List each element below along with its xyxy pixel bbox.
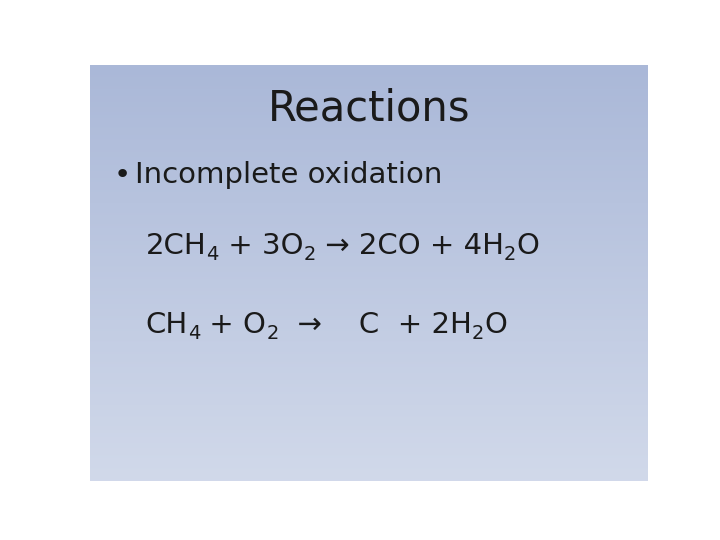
- Text: O: O: [484, 310, 507, 339]
- Text: Reactions: Reactions: [268, 87, 470, 130]
- Text: CH: CH: [145, 310, 188, 339]
- Text: + O: + O: [200, 310, 266, 339]
- Text: 2: 2: [303, 245, 316, 264]
- Text: 4: 4: [188, 325, 200, 343]
- Text: 2: 2: [266, 325, 279, 343]
- Text: 2: 2: [504, 245, 516, 264]
- Text: 2CH: 2CH: [145, 232, 207, 260]
- Text: O: O: [516, 232, 539, 260]
- Text: → 2CO + 4H: → 2CO + 4H: [316, 232, 504, 260]
- Text: •: •: [114, 161, 131, 189]
- Text: 2: 2: [472, 325, 484, 343]
- Text: Incomplete oxidation: Incomplete oxidation: [135, 161, 442, 189]
- Text: 4: 4: [207, 245, 219, 264]
- Text: →    C  + 2H: → C + 2H: [279, 310, 472, 339]
- Text: + 3O: + 3O: [219, 232, 303, 260]
